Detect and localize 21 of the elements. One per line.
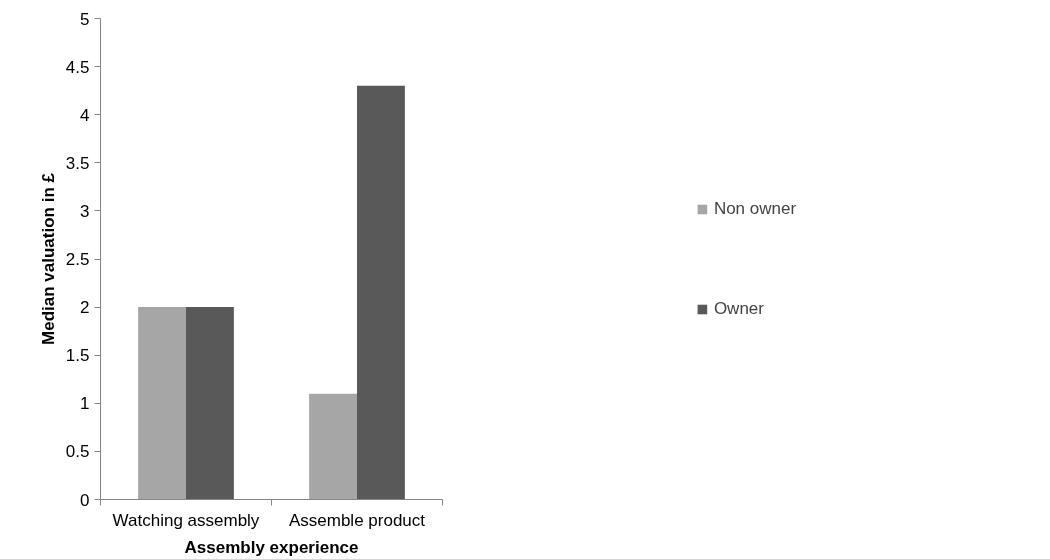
y-tick-label: 4.5	[65, 57, 90, 77]
y-tick-label: 5	[80, 9, 90, 29]
y-tick-label: 0	[80, 490, 90, 510]
y-axis-title: Median valuation in £	[38, 172, 58, 345]
y-tick-label: 2.5	[65, 250, 90, 269]
y-tick-label: 4	[80, 105, 90, 125]
x-axis-title: Assembly experience	[184, 537, 359, 557]
bar	[186, 307, 234, 500]
y-tick-label: 3	[80, 201, 90, 221]
bar	[357, 85, 405, 500]
x-tick-label: Assemble product	[288, 510, 426, 530]
bar	[309, 393, 357, 500]
y-tick-label: 3.5	[65, 153, 90, 173]
legend-label: Non owner	[713, 198, 797, 219]
bar	[138, 307, 186, 500]
y-tick-label: 1	[80, 394, 90, 414]
y-tick-label: 1.5	[65, 346, 90, 366]
y-tick-label: 2	[80, 298, 90, 318]
x-tick-label: Watching assembly	[112, 510, 260, 530]
y-tick-label: 0.5	[65, 442, 90, 462]
legend-label: Owner	[713, 298, 764, 319]
